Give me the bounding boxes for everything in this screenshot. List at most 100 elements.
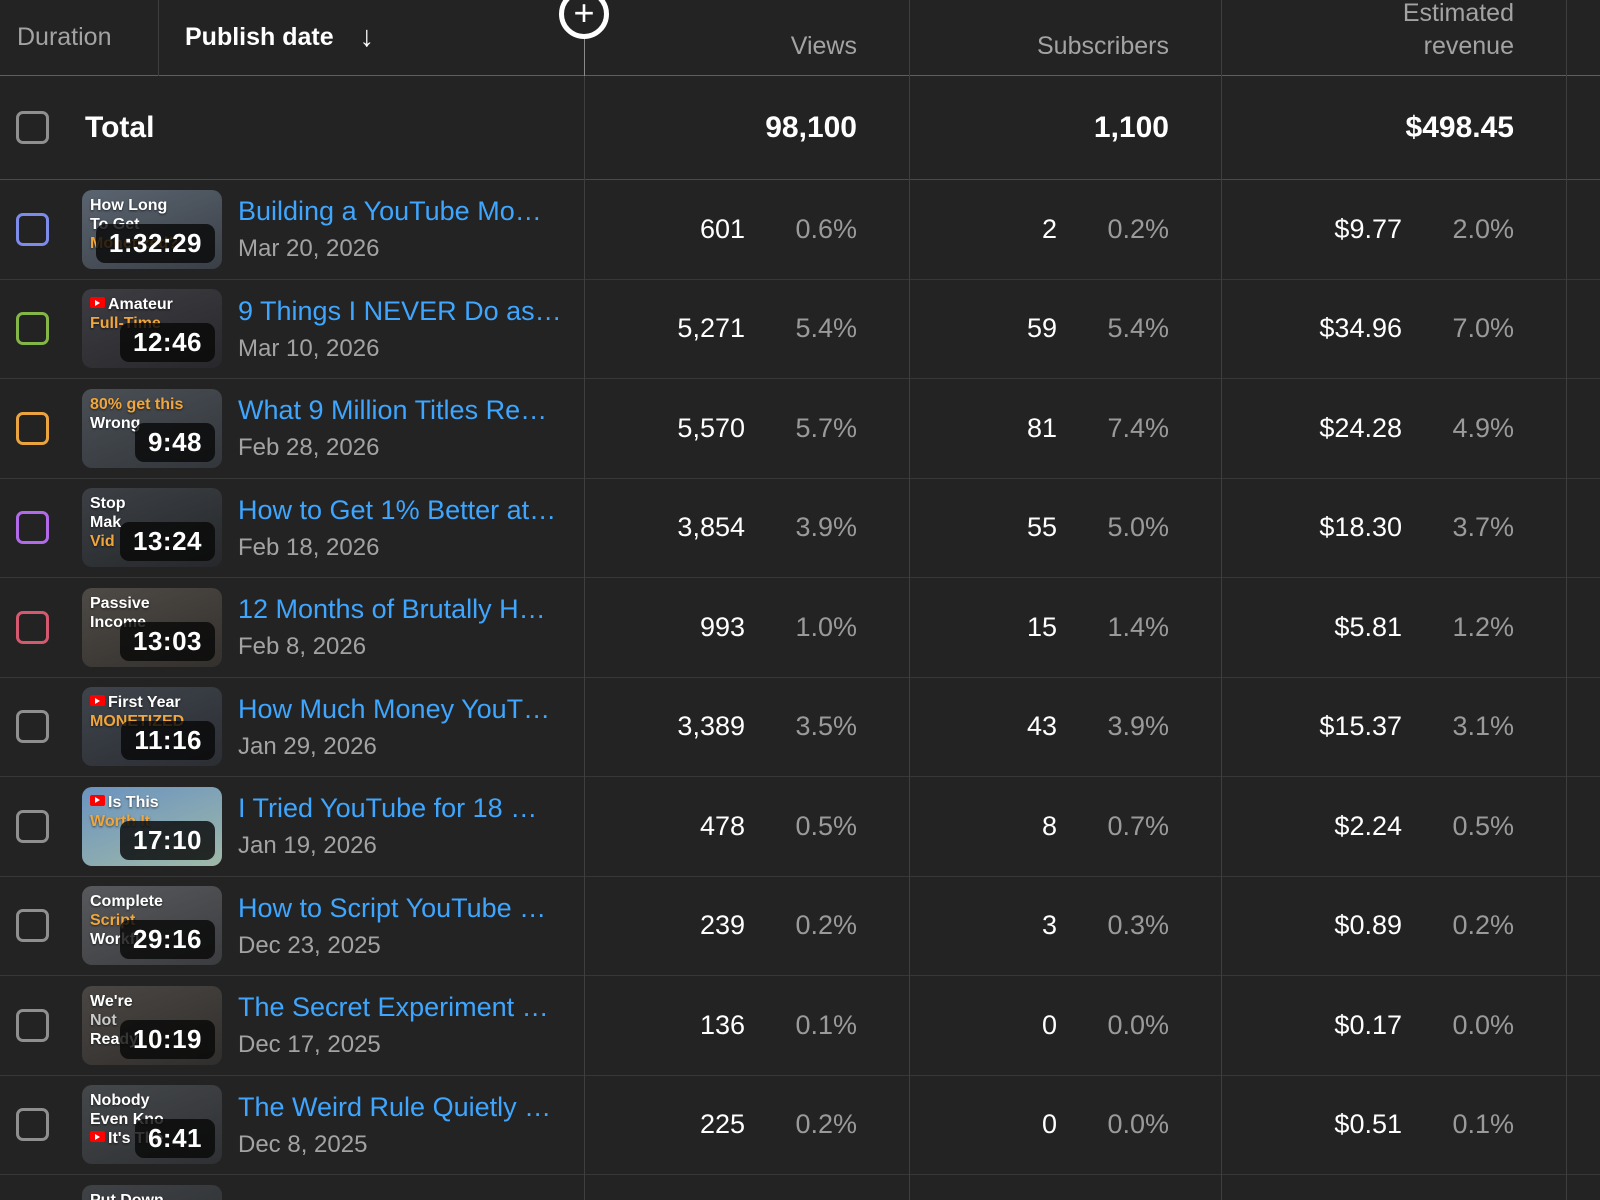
video-thumbnail[interactable]: Stop Mak Vid 13:24 <box>82 488 222 568</box>
subscribers-percent: 7.4% <box>1107 412 1169 443</box>
video-thumbnail[interactable]: AmateurFull-Time 12:46 <box>82 289 222 369</box>
revenue-cell: $9.77 2.0% <box>1221 214 1566 245</box>
views-value: 3,389 <box>677 711 745 742</box>
subscribers-value: 15 <box>1026 611 1057 642</box>
views-value: 136 <box>699 1009 745 1040</box>
subscribers-value: 43 <box>1026 711 1057 742</box>
views-cell: 136 0.1% <box>584 1010 909 1041</box>
subscribers-percent: 5.4% <box>1107 313 1169 344</box>
total-views: 98,100 <box>765 110 857 144</box>
row-checkbox[interactable] <box>16 1108 49 1142</box>
revenue-percent: 2.0% <box>1452 213 1514 244</box>
revenue-cell: $0.89 0.2% <box>1221 910 1566 941</box>
video-title-link[interactable]: The Secret Experiment … <box>238 992 549 1023</box>
subscribers-value: 59 <box>1026 313 1057 344</box>
revenue-value: $2.24 <box>1334 810 1402 841</box>
subscribers-percent: 0.0% <box>1107 1109 1169 1140</box>
revenue-value: $24.28 <box>1319 412 1402 443</box>
video-title-link[interactable]: How Much Money YouT… <box>238 693 551 724</box>
thumbnail-text: Stop Mak Vid <box>90 495 126 551</box>
row-checkbox[interactable] <box>16 411 49 445</box>
video-title-link[interactable]: 9 Things I NEVER Do as… <box>238 295 562 326</box>
views-percent: 0.2% <box>795 910 857 941</box>
views-cell: 3,389 3.5% <box>584 711 909 742</box>
revenue-cell: $15.37 3.1% <box>1221 711 1566 742</box>
table-row: First YearMONETIZED 11:16 How Much Money… <box>0 678 1600 777</box>
row-checkbox[interactable] <box>16 610 49 644</box>
row-checkbox[interactable] <box>16 312 49 346</box>
revenue-value: $5.81 <box>1334 611 1402 642</box>
row-checkbox[interactable] <box>16 909 49 943</box>
views-percent: 1.0% <box>795 611 857 642</box>
video-title-link[interactable]: What 9 Million Titles Re… <box>238 395 548 426</box>
video-cell: Stop Mak Vid 13:24 How to Get 1% Better at… <box>0 488 584 568</box>
table-row: Complete Script Workfl 29:16 How to Script… <box>0 877 1600 976</box>
views-cell: 5,271 5.4% <box>584 313 909 344</box>
subscribers-cell: 8 0.7% <box>909 811 1221 842</box>
row-checkbox[interactable] <box>16 1008 49 1042</box>
video-meta: The Weird Rule Quietly … Dec 8, 2025 <box>238 1090 584 1160</box>
total-label: Total <box>85 110 155 144</box>
revenue-percent: 0.2% <box>1452 910 1514 941</box>
revenue-percent: 1.2% <box>1452 611 1514 642</box>
video-title-link[interactable]: Building a YouTube Mo… <box>238 196 542 227</box>
revenue-cell: $0.51 0.1% <box>1221 1109 1566 1140</box>
revenue-value: $0.89 <box>1334 910 1402 941</box>
video-thumbnail[interactable]: Is This Worth It 17:10 <box>82 786 222 866</box>
row-checkbox[interactable] <box>16 809 49 843</box>
subscribers-cell: 15 1.4% <box>909 612 1221 643</box>
video-title-link[interactable]: I Tried YouTube for 18 … <box>238 793 538 824</box>
revenue-cell: $24.28 4.9% <box>1221 413 1566 444</box>
column-header-publish-date[interactable]: Publish date ↓ <box>158 0 584 75</box>
column-header-estimated-revenue[interactable]: Estimated revenue <box>1221 0 1566 75</box>
select-all-checkbox[interactable] <box>16 111 49 144</box>
subscribers-cell: 81 7.4% <box>909 413 1221 444</box>
row-checkbox[interactable] <box>16 212 49 246</box>
views-cell: 478 0.5% <box>584 811 909 842</box>
publish-date: Jan 29, 2026 <box>238 732 377 760</box>
row-checkbox[interactable] <box>16 511 49 545</box>
video-meta: How to Script YouTube … Dec 23, 2025 <box>238 891 584 961</box>
duration-badge: 11:16 <box>121 721 215 761</box>
views-value: 3,854 <box>677 512 745 543</box>
subscribers-percent: 0.7% <box>1107 810 1169 841</box>
table-header: Duration Publish date ↓ Views Subscriber… <box>0 0 1600 76</box>
row-checkbox[interactable] <box>16 710 49 744</box>
subscribers-percent: 1.4% <box>1107 611 1169 642</box>
views-value: 478 <box>699 810 745 841</box>
column-header-views[interactable]: Views <box>790 32 857 60</box>
video-thumbnail[interactable]: 80% get this Wrong 9:48 <box>82 388 222 468</box>
duration-badge: 1:32:29 <box>95 223 215 263</box>
revenue-percent: 3.7% <box>1452 512 1514 543</box>
revenue-percent: 0.1% <box>1452 1109 1514 1140</box>
views-percent: 3.5% <box>795 711 857 742</box>
video-title-link[interactable]: The Weird Rule Quietly … <box>238 1091 552 1122</box>
views-percent: 0.2% <box>795 1109 857 1140</box>
play-icon <box>90 297 105 309</box>
revenue-percent: 4.9% <box>1452 412 1514 443</box>
video-thumbnail[interactable]: Put Down <box>82 1184 222 1200</box>
publish-date: Dec 23, 2025 <box>238 931 381 959</box>
video-thumbnail[interactable]: First YearMONETIZED 11:16 <box>82 687 222 767</box>
column-header-subscribers[interactable]: Subscribers <box>1037 32 1169 60</box>
subscribers-cell: 3 0.3% <box>909 910 1221 941</box>
total-revenue: $498.45 <box>1405 110 1514 144</box>
revenue-percent: 3.1% <box>1452 711 1514 742</box>
video-thumbnail[interactable]: Passive Income 13:03 <box>82 587 222 667</box>
video-thumbnail[interactable]: Complete Script Workfl 29:16 <box>82 886 222 966</box>
table-row: AmateurFull-Time 12:46 9 Things I NEVER … <box>0 280 1600 379</box>
video-title-link[interactable]: How to Script YouTube … <box>238 892 547 923</box>
views-percent: 0.5% <box>795 810 857 841</box>
video-title-link[interactable]: How to Get 1% Better at… <box>238 494 557 525</box>
column-header-duration[interactable]: Duration <box>17 23 112 51</box>
subscribers-percent: 0.3% <box>1107 910 1169 941</box>
duration-badge: 6:41 <box>134 1119 215 1159</box>
video-thumbnail[interactable]: We're Not Ready 10:19 <box>82 985 222 1065</box>
video-title-link[interactable]: 12 Months of Brutally H… <box>238 594 546 625</box>
video-meta: I Tried YouTube for 18 … Jan 19, 2026 <box>238 791 584 861</box>
table-row: We're Not Ready 10:19 The Secret Experimen… <box>0 976 1600 1076</box>
views-value: 993 <box>699 611 745 642</box>
